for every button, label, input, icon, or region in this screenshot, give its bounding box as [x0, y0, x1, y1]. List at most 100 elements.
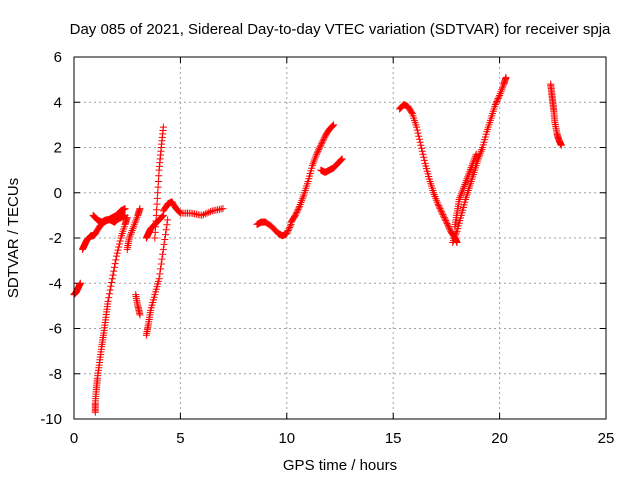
data-point [315, 146, 323, 154]
data-point [434, 200, 442, 208]
data-point [175, 208, 183, 216]
x-axis-label: GPS time / hours [283, 457, 397, 474]
data-point [159, 123, 167, 131]
data-point [207, 208, 215, 216]
data-point [285, 225, 293, 233]
data-point [440, 212, 448, 220]
data-point [116, 237, 124, 245]
x-tick-label: 25 [598, 430, 615, 447]
data-point [111, 260, 119, 268]
x-tick-label: 10 [278, 430, 295, 447]
series-arc-16 [451, 150, 480, 231]
data-point [418, 144, 426, 152]
data-point [115, 243, 123, 251]
x-tick-label: 5 [176, 430, 184, 447]
data-point [415, 132, 423, 140]
y-tick-label: 4 [54, 94, 62, 111]
data-point [283, 229, 291, 237]
data-point [314, 147, 322, 155]
x-tick-label: 20 [491, 430, 508, 447]
data-point [441, 215, 449, 223]
data-point [494, 94, 502, 102]
data-point [337, 156, 345, 164]
data-point [157, 260, 165, 268]
data-point [159, 245, 167, 253]
data-point [493, 96, 501, 104]
data-point [293, 207, 301, 215]
data-point [320, 135, 328, 143]
data-point [219, 205, 227, 213]
data-point [108, 275, 116, 283]
data-point [445, 223, 453, 231]
y-axis-label: SDTVAR / TECUs [5, 178, 22, 298]
series-arc-10 [159, 198, 227, 219]
data-point [414, 129, 422, 137]
plot-frame [73, 56, 607, 420]
data-point [115, 240, 123, 248]
data-point [203, 209, 211, 217]
data-point [155, 275, 163, 283]
data-point [121, 205, 129, 213]
data-point [317, 141, 325, 149]
data-point [437, 206, 445, 214]
data-point [109, 271, 117, 279]
data-point [161, 236, 169, 244]
series-arc-14 [396, 101, 461, 247]
data-point [112, 256, 120, 264]
y-tick-label: -8 [49, 366, 62, 383]
data-point [442, 218, 450, 226]
y-tick-label: 0 [54, 185, 62, 202]
data-point [408, 108, 416, 116]
data-point [557, 141, 565, 149]
y-tick-label: -10 [40, 411, 62, 428]
data-point [319, 137, 327, 145]
series-arc-12 [287, 121, 338, 226]
data-point [113, 252, 121, 260]
data-point [286, 222, 294, 230]
data-point [502, 73, 510, 81]
data-point [136, 205, 144, 213]
data-point [284, 228, 292, 236]
data-point [418, 147, 426, 155]
data-point [413, 126, 421, 134]
grid-lines [74, 57, 606, 419]
data-point [435, 203, 443, 211]
x-tick-labels: 0 5 10 15 20 25 [70, 430, 615, 447]
data-point [420, 153, 428, 161]
x-tick-label: 15 [385, 430, 402, 447]
data-point [328, 122, 336, 130]
data-point [315, 144, 323, 152]
data-point [437, 208, 445, 216]
data-point [445, 224, 453, 232]
data-point [110, 263, 118, 271]
data-point [105, 290, 113, 298]
data-point [162, 231, 170, 239]
data-point [198, 211, 206, 219]
data-points [70, 73, 565, 416]
data-point [201, 210, 209, 218]
series-arc-4 [91, 214, 131, 416]
data-point [160, 240, 168, 248]
data-point [107, 282, 115, 290]
series-arc-9 [151, 123, 167, 242]
data-point [417, 141, 425, 149]
data-point [436, 205, 444, 213]
series-arc-17 [547, 80, 565, 149]
chart-title: Day 085 of 2021, Sidereal Day-to-day VTE… [70, 21, 611, 38]
data-point [286, 223, 294, 231]
data-point [76, 279, 84, 287]
data-point [493, 97, 501, 105]
data-point [438, 209, 446, 217]
data-point [313, 149, 321, 157]
data-point [329, 122, 337, 130]
data-point [158, 213, 166, 221]
data-point [123, 214, 131, 222]
data-point [205, 208, 213, 216]
data-point [159, 250, 167, 258]
data-point [443, 220, 451, 228]
data-point [104, 297, 112, 305]
data-point [106, 286, 114, 294]
data-point [442, 217, 450, 225]
data-point [413, 123, 421, 131]
